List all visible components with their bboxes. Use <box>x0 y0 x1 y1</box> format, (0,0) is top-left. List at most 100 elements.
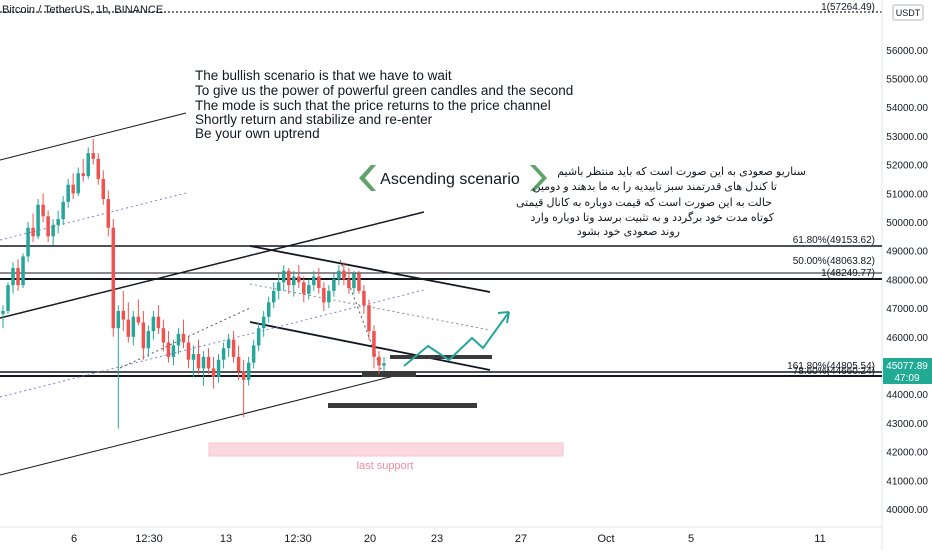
candle <box>101 170 106 205</box>
level-label: 161.80%(44805.54) <box>787 361 875 372</box>
english-annotation: The bullish scenario is that we have to … <box>195 68 573 141</box>
price-tick-label: 51000.00 <box>886 189 928 200</box>
last-support-box <box>208 442 564 457</box>
candle <box>317 267 321 294</box>
candle <box>206 348 211 375</box>
candle <box>297 265 301 289</box>
zone-rect-upper <box>390 355 492 359</box>
time-tick-label: 12:30 <box>135 533 163 545</box>
candle <box>126 302 131 343</box>
candle <box>236 345 241 380</box>
candle <box>116 305 121 429</box>
candle <box>86 147 90 179</box>
candle <box>6 282 10 314</box>
scenario-title: Ascending scenario <box>380 171 520 188</box>
persian-line: تا کندل های قدرتمند سبز تاییدیه را به ما… <box>532 181 777 193</box>
candle <box>61 196 65 225</box>
candle <box>151 310 156 340</box>
time-tick-label: 27 <box>515 533 527 545</box>
level-label: 78.60%(44660.24) <box>793 366 875 377</box>
candle <box>347 267 351 294</box>
candle <box>322 282 326 311</box>
price-tick-label: 53000.00 <box>886 132 928 143</box>
price-tick-label: 50000.00 <box>886 218 928 229</box>
candle <box>176 328 181 355</box>
channel-lower-line <box>0 375 395 476</box>
current-price: 45077.89 <box>886 361 928 372</box>
arrow-head-icon <box>497 311 510 324</box>
candle <box>21 253 25 289</box>
price-tick-label: 56000.00 <box>886 46 928 57</box>
candle <box>106 190 111 237</box>
persian-line: کوتاه مدت خود برگردد و به تثبیت برسد وتا… <box>530 211 774 224</box>
candle <box>221 342 226 369</box>
candle <box>161 319 166 352</box>
candle <box>231 331 236 363</box>
projection-arrow <box>403 311 510 367</box>
price-tick-label: 54000.00 <box>886 103 928 114</box>
price-tick-label: 55000.00 <box>886 75 928 86</box>
level-label: 1(48249.77) <box>821 268 875 279</box>
candle <box>1 305 5 329</box>
price-tick-label: 40000.00 <box>886 505 928 516</box>
channel-upper-line <box>0 112 187 161</box>
currency-box[interactable] <box>892 4 924 21</box>
candle <box>46 210 50 243</box>
level-label: 61.80%(49153.62) <box>793 235 875 246</box>
price-tick-label: 47000.00 <box>886 304 928 315</box>
persian-annotation: سناریو صعودی به این صورت است که باید منت… <box>516 166 806 238</box>
time-tick-label: 5 <box>688 533 694 545</box>
last-support-label: last support <box>357 460 414 472</box>
candle <box>121 290 126 332</box>
english-line: To give us the power of powerful green c… <box>195 83 573 98</box>
candle <box>271 282 276 309</box>
candle <box>66 178 70 208</box>
price-tick-label: 44000.00 <box>886 390 928 401</box>
price-tick-label: 42000.00 <box>886 448 928 459</box>
candle <box>226 333 231 357</box>
candle <box>71 173 75 200</box>
candle <box>357 270 361 294</box>
price-axis[interactable]: 40000.00 41000.00 42000.00 43000.00 44000.00… <box>886 46 928 516</box>
candle <box>51 219 55 245</box>
time-tick-label: 13 <box>220 533 232 545</box>
currency-label[interactable]: USDT <box>896 8 921 18</box>
candle <box>327 285 331 309</box>
candle <box>352 270 356 294</box>
candle <box>362 285 366 314</box>
right-chevron-icon <box>530 165 547 191</box>
candle <box>41 193 45 222</box>
candle <box>307 279 311 300</box>
channel-middle-line <box>0 211 425 319</box>
time-tick-label: 23 <box>431 533 443 545</box>
zone-rect-current <box>362 371 416 377</box>
time-axis[interactable]: 6 12:30 13 12:30 20 23 27 Oct 5 11 <box>71 533 826 545</box>
candle <box>256 322 261 352</box>
time-tick-label: 20 <box>364 533 376 545</box>
candle <box>81 158 85 182</box>
candle <box>26 222 30 263</box>
descending-upper-line <box>249 245 491 293</box>
price-tick-label: 52000.00 <box>886 161 928 172</box>
candle <box>11 262 15 294</box>
candle <box>292 270 296 297</box>
candle <box>211 356 216 389</box>
price-tick-label: 43000.00 <box>886 419 928 430</box>
candle <box>281 265 286 291</box>
candle-countdown: 47:09 <box>894 373 919 384</box>
candle <box>31 213 35 243</box>
candle <box>111 219 116 337</box>
time-tick-label: Oct <box>597 533 614 545</box>
candle <box>136 299 141 326</box>
candle <box>332 273 336 297</box>
drawings-layer <box>0 112 882 476</box>
price-tag <box>883 358 932 384</box>
english-line: Be your own uptrend <box>195 126 320 141</box>
candle <box>286 267 291 294</box>
time-tick-label: 11 <box>814 533 825 545</box>
candle <box>131 310 136 346</box>
level-labels: 61.80%(49153.62) 50.00%(48063.82)1(48249.… <box>787 235 875 377</box>
candle <box>312 270 316 291</box>
